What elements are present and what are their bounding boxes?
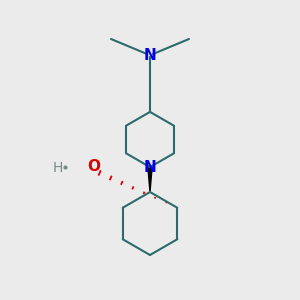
Text: H: H <box>53 161 63 175</box>
Polygon shape <box>148 167 152 192</box>
Text: N: N <box>144 48 156 63</box>
Text: O: O <box>87 159 101 174</box>
Text: N: N <box>144 160 157 175</box>
